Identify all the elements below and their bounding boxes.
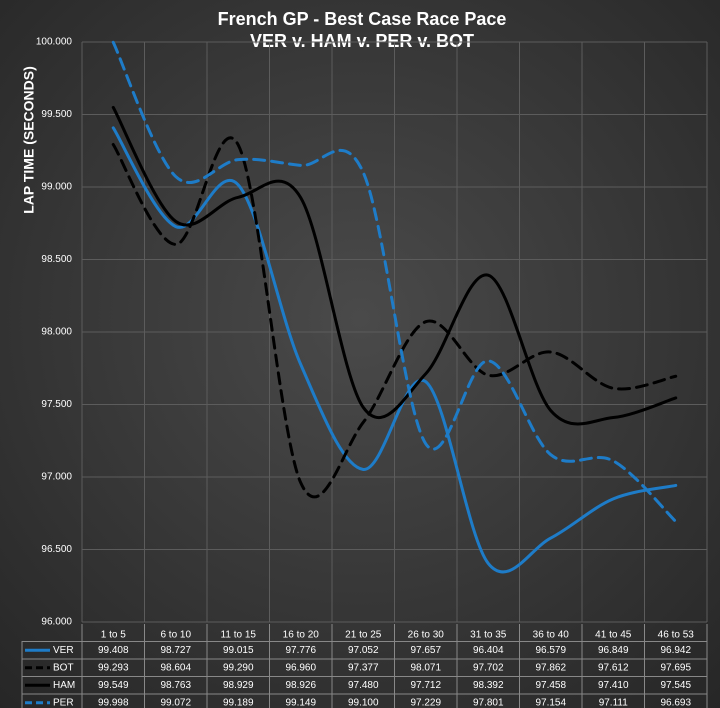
y-tick-label: 98.000 [41,327,72,338]
table-cell: 99.293 [98,662,129,673]
table-cell: 98.604 [160,662,191,673]
x-tick-label: 31 to 35 [470,629,507,640]
x-tick-label: 36 to 40 [533,629,570,640]
table-cell: 99.290 [223,662,254,673]
table-cell: 99.149 [285,697,316,708]
chart-title: French GP - Best Case Race Pace [218,9,507,29]
legend-label: VER [53,645,74,656]
table-cell: 96.960 [285,662,316,673]
series-line [111,136,678,499]
x-tick-label: 6 to 10 [160,629,191,640]
table-cell: 97.702 [473,662,504,673]
x-tick-label: 11 to 15 [221,629,257,640]
table-cell: 98.727 [160,645,191,656]
table-cell: 98.392 [473,680,504,691]
table-cell: 97.862 [535,662,566,673]
table-cell: 97.657 [410,645,441,656]
series-line [111,126,678,574]
table-cell: 98.926 [285,680,316,691]
y-tick-label: 97.500 [41,399,72,410]
table-cell: 97.776 [285,645,316,656]
table-cell: 97.111 [599,697,629,708]
y-tick-label: 99.000 [41,182,72,193]
table-cell: 97.377 [348,662,379,673]
x-tick-label: 21 to 25 [345,629,382,640]
x-tick-label: 1 to 5 [101,629,126,640]
series-line [111,105,678,426]
x-tick-label: 46 to 53 [658,629,695,640]
table-cell: 97.458 [535,680,566,691]
y-tick-label: 97.000 [41,472,72,483]
table-cell: 97.612 [598,662,629,673]
y-tick-label: 96.500 [41,544,72,555]
chart-subtitle: VER v. HAM v. PER v. BOT [250,31,474,51]
table-cell: 96.404 [473,645,504,656]
table-cell: 96.579 [535,645,566,656]
y-axis-label: LAP TIME (SECONDS) [21,66,37,214]
table-cell: 96.693 [660,697,691,708]
y-tick-label: 100.000 [36,37,73,48]
table-cell: 97.712 [410,680,441,691]
table-cell: 97.801 [473,697,504,708]
y-tick-label: 98.500 [41,254,72,265]
table-cell: 96.849 [598,645,629,656]
table-cell: 97.480 [348,680,379,691]
x-tick-label: 16 to 20 [283,629,320,640]
table-cell: 98.071 [410,662,441,673]
table-cell: 97.229 [410,697,441,708]
table-cell: 97.052 [348,645,379,656]
x-tick-label: 41 to 45 [595,629,632,640]
table-cell: 98.929 [223,680,254,691]
legend-label: HAM [53,680,75,691]
table-cell: 98.763 [160,680,191,691]
legend-label: BOT [53,662,74,673]
y-tick-label: 99.500 [41,109,72,120]
table-cell: 99.189 [223,697,254,708]
x-tick-label: 26 to 30 [408,629,445,640]
table-cell: 99.072 [160,697,191,708]
table-cell: 96.942 [660,645,691,656]
y-tick-label: 96.000 [41,617,72,628]
table-cell: 99.015 [223,645,254,656]
series-line [111,40,678,524]
table-cell: 97.695 [660,662,691,673]
table-cell: 97.410 [598,680,629,691]
table-cell: 99.408 [98,645,129,656]
table-cell: 99.100 [348,697,379,708]
legend-label: PER [53,697,74,708]
table-cell: 99.998 [98,697,129,708]
table-cell: 97.154 [535,697,566,708]
table-cell: 99.549 [98,680,129,691]
table-cell: 97.545 [660,680,691,691]
